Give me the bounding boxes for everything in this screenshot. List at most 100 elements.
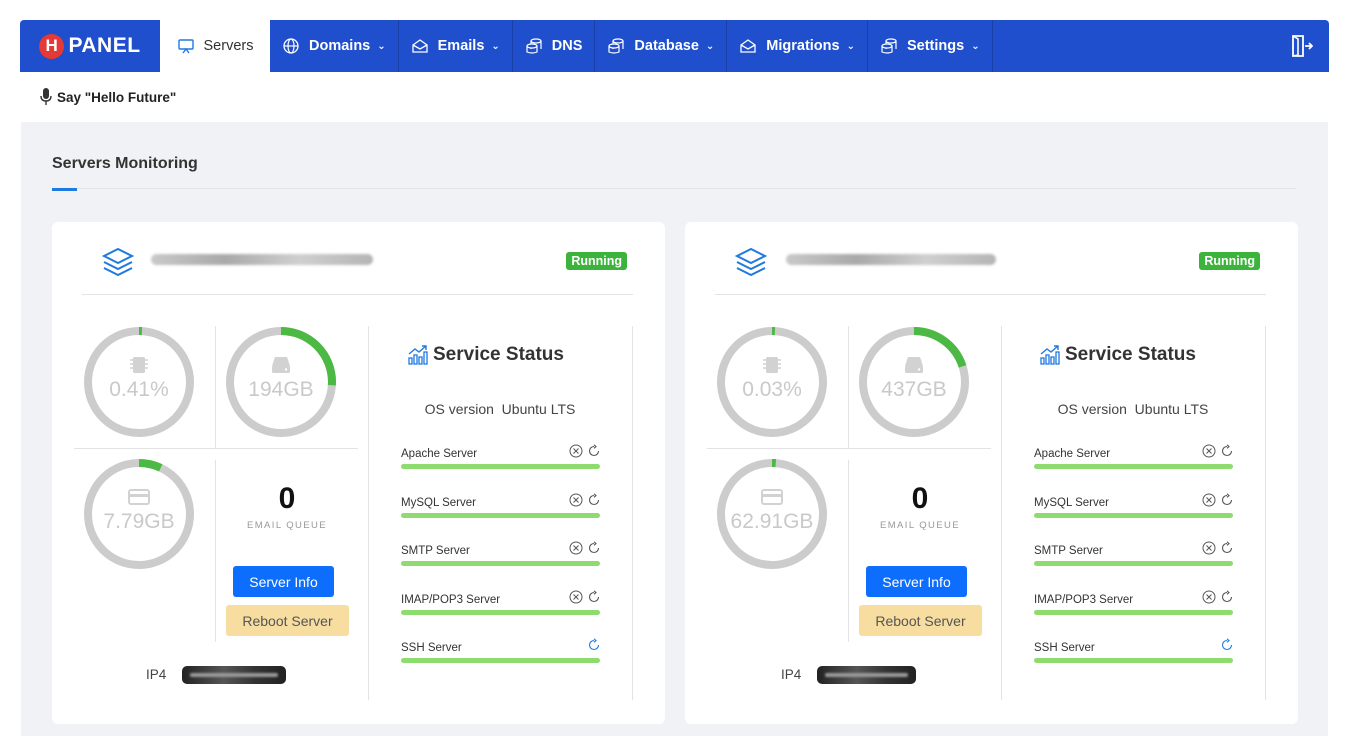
monitor-icon — [177, 39, 194, 54]
service-row: IMAP/POP3 Server — [1034, 590, 1234, 620]
card-divider — [715, 294, 1266, 295]
service-actions — [1202, 444, 1234, 458]
server-name: server-hostname-redacted — [786, 254, 996, 265]
restart-service-icon[interactable] — [587, 493, 601, 507]
nav-database-label: Database — [634, 38, 699, 54]
voice-prompt[interactable]: Say "Hello Future" — [40, 88, 176, 106]
nav-emails[interactable]: Emails ⌄ — [399, 20, 513, 72]
os-version: OS version Ubuntu LTS — [370, 401, 630, 417]
restart-service-icon[interactable] — [1220, 638, 1234, 652]
service-row: Apache Server — [1034, 444, 1234, 474]
service-status-bar — [401, 658, 600, 663]
email-queue-count: 0 — [911, 482, 929, 515]
cpu-gauge: 0.41% — [83, 326, 195, 438]
microphone-icon — [40, 88, 52, 105]
service-name: SSH Server — [401, 642, 462, 654]
restart-service-icon[interactable] — [587, 638, 601, 652]
service-name: MySQL Server — [401, 497, 476, 509]
ip-label: IP4 — [781, 667, 802, 682]
memory-card-icon — [761, 489, 783, 505]
server-info-button[interactable]: Server Info — [233, 566, 334, 597]
service-status-bar — [401, 513, 600, 518]
service-status-bar — [401, 610, 600, 615]
disk-usage-value: 194GB — [248, 378, 314, 401]
logout-button[interactable] — [1273, 20, 1329, 72]
restart-service-icon[interactable] — [1220, 541, 1234, 555]
envelope-icon — [740, 39, 756, 53]
cpu-usage-value: 0.03% — [742, 378, 802, 401]
service-status-title: Service Status — [1039, 344, 1196, 366]
grid-divider — [215, 460, 216, 642]
disk-gauge: 194GB — [225, 326, 337, 438]
restart-service-icon[interactable] — [1220, 590, 1234, 604]
nav-settings[interactable]: Settings ⌄ — [868, 20, 993, 72]
restart-service-icon[interactable] — [587, 444, 601, 458]
grid-divider — [848, 460, 849, 642]
page-title: Servers Monitoring — [52, 155, 198, 172]
chevron-down-icon: ⌄ — [846, 40, 855, 52]
nav-dns-label: DNS — [551, 38, 583, 54]
stop-service-icon[interactable] — [569, 590, 583, 604]
grid-divider — [1001, 326, 1002, 700]
reboot-server-button[interactable]: Reboot Server — [226, 605, 349, 636]
os-version-value: Ubuntu LTS — [501, 401, 576, 417]
service-row: SMTP Server — [1034, 541, 1234, 571]
section-title-underline — [52, 188, 77, 191]
stop-service-icon[interactable] — [569, 444, 583, 458]
nav-database[interactable]: Database ⌄ — [595, 20, 728, 72]
memory-usage-value: 62.91GB — [730, 510, 814, 533]
service-status-bar — [1034, 513, 1233, 518]
grid-divider — [215, 326, 216, 448]
stop-service-icon[interactable] — [1202, 444, 1216, 458]
memory-gauge: 7.79GB — [83, 458, 195, 570]
stop-service-icon[interactable] — [1202, 493, 1216, 507]
ip-value: ip-redacted — [182, 666, 286, 684]
service-actions — [569, 493, 601, 507]
chart-growth-icon — [408, 345, 428, 365]
service-actions — [587, 638, 601, 652]
service-row: Apache Server — [401, 444, 601, 474]
service-actions — [569, 541, 601, 555]
os-version-label: OS version — [1057, 401, 1127, 417]
stop-service-icon[interactable] — [569, 493, 583, 507]
brand-logo-badge: H — [39, 33, 65, 59]
server-info-button[interactable]: Server Info — [866, 566, 967, 597]
restart-service-icon[interactable] — [587, 541, 601, 555]
reboot-server-button[interactable]: Reboot Server — [859, 605, 982, 636]
service-name: Apache Server — [1034, 448, 1111, 460]
os-version-value: Ubuntu LTS — [1134, 401, 1209, 417]
restart-service-icon[interactable] — [587, 590, 601, 604]
service-status-bar — [401, 561, 600, 566]
service-name: SSH Server — [1034, 642, 1095, 654]
grid-divider — [74, 448, 358, 449]
chart-growth-icon — [1040, 345, 1060, 365]
nav-domains-label: Domains — [309, 38, 371, 54]
layers-icon — [102, 247, 134, 277]
service-name: MySQL Server — [1034, 497, 1109, 509]
service-name: IMAP/POP3 Server — [401, 594, 501, 606]
stop-service-icon[interactable] — [1202, 541, 1216, 555]
hard-drive-icon — [272, 357, 290, 373]
email-queue-label: EMAIL QUEUE — [247, 520, 327, 531]
brand-logo[interactable]: H PANEL — [20, 20, 160, 72]
nav-servers[interactable]: Servers — [160, 20, 270, 72]
database-icon — [526, 38, 542, 54]
service-status-bar — [1034, 658, 1233, 663]
service-actions — [1220, 638, 1234, 652]
nav-dns[interactable]: DNS — [513, 20, 596, 72]
service-row: SSH Server — [401, 638, 601, 668]
server-card: server-hostname-redacted Running 0.03% 4… — [685, 222, 1298, 724]
service-actions — [569, 444, 601, 458]
service-row: MySQL Server — [401, 493, 601, 523]
database-icon — [608, 38, 625, 54]
nav-domains[interactable]: Domains ⌄ — [270, 20, 399, 72]
stop-service-icon[interactable] — [569, 541, 583, 555]
stop-service-icon[interactable] — [1202, 590, 1216, 604]
restart-service-icon[interactable] — [1220, 444, 1234, 458]
ip-value: ip-redacted — [817, 666, 916, 684]
service-status-bar — [1034, 610, 1233, 615]
restart-service-icon[interactable] — [1220, 493, 1234, 507]
nav-migrations[interactable]: Migrations ⌄ — [727, 20, 868, 72]
card-divider — [82, 294, 633, 295]
os-version: OS version Ubuntu LTS — [1003, 401, 1263, 417]
